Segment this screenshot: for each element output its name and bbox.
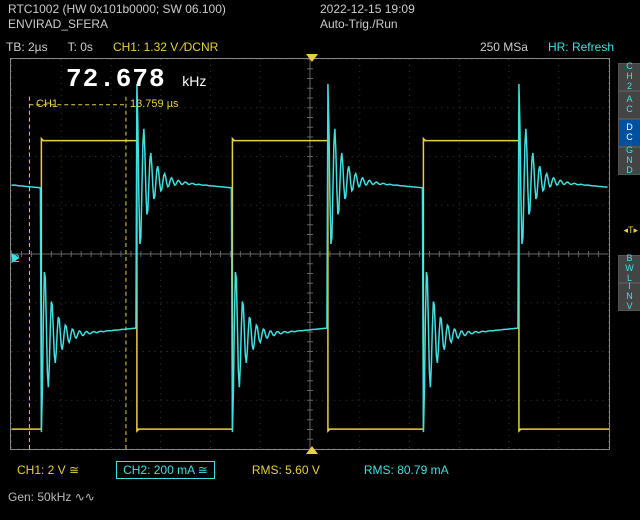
trigger-mode: Auto-Trig./Run (320, 17, 632, 32)
trigger-pos-marker-bottom[interactable] (306, 443, 318, 457)
waveform-canvas: 2 (11, 59, 609, 449)
side-btn-dc[interactable]: DC (618, 119, 640, 147)
ch1-scale-chip[interactable]: CH1: 2 V ≅ (10, 461, 86, 479)
toolbar: TB: 2µs T: 0s CH1: 1.32 V ∕DCNR 250 MSa … (0, 38, 640, 56)
hr-refresh[interactable]: HR: Refresh (548, 40, 614, 54)
waveform-display[interactable]: 2 (10, 58, 610, 450)
ch2-scale-chip[interactable]: CH2: 200 mA ≅ (116, 461, 215, 479)
side-btn-inv[interactable]: INV (618, 283, 640, 311)
time-offset-display[interactable]: T: 0s (68, 40, 93, 54)
side-btn-gnd[interactable]: GND (618, 147, 640, 175)
side-btn-ac[interactable]: AC (618, 91, 640, 119)
side-btn-bwl[interactable]: BWL (618, 255, 640, 283)
timebase-display[interactable]: TB: 2µs (6, 40, 48, 54)
rms-ch2-readout: RMS: 80.79 mA (357, 461, 456, 479)
sample-rate: 250 MSa (480, 40, 528, 54)
cursor-time-readout: 13.759 µs (130, 98, 179, 110)
project-name: ENVIRAD_SFERA (8, 17, 320, 32)
ch1-trigger-info: CH1: 1.32 V ∕DCNR (113, 40, 218, 54)
cursor-channel-label: CH1 (36, 98, 58, 110)
channel-side-panel: CH2ACDCGND BWLINV (618, 63, 640, 311)
side-btn-ch2[interactable]: CH2 (618, 63, 640, 91)
datetime: 2022-12-15 19:09 (320, 2, 632, 17)
generator-status[interactable]: Gen: 50kHz ∿∿ (8, 490, 95, 504)
trigger-level-marker[interactable]: ◂T▸ (623, 225, 638, 236)
generator-footer: Gen: 50kHz ∿∿ (0, 490, 640, 508)
device-model: RTC1002 (HW 0x101b0000; SW 06.100) (8, 2, 320, 17)
trigger-pos-marker-top[interactable] (306, 51, 318, 65)
rms-ch1-readout: RMS: 5.60 V (245, 461, 327, 479)
header: RTC1002 (HW 0x101b0000; SW 06.100) ENVIR… (0, 0, 640, 34)
cursor-frequency-readout: 72.678 kHz (66, 64, 206, 94)
channel-footer: CH1: 2 V ≅ CH2: 200 mA ≅ RMS: 5.60 V RMS… (0, 460, 640, 480)
